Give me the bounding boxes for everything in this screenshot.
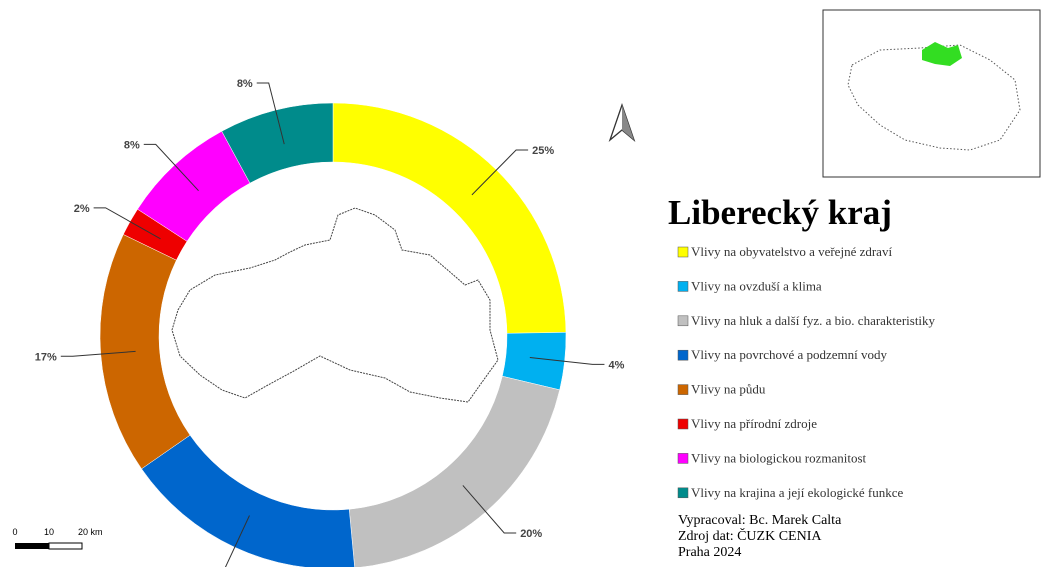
donut-segment: [99, 234, 191, 470]
legend-swatch: [677, 246, 689, 258]
inset-frame: [822, 9, 1041, 178]
region-outline: [171, 207, 499, 403]
data-label: 4%: [608, 359, 624, 371]
donut-segment: [348, 375, 560, 567]
credit: Praha 2024: [678, 545, 741, 560]
legend: Vlivy na obyvatelstvo a veřejné zdraví Vl…: [677, 244, 936, 500]
scale-bar: [48, 542, 83, 550]
leader-line: [529, 357, 605, 365]
legend-label: Vlivy na biologickou rozmanitost: [691, 450, 867, 465]
donut-chart: 25%4%20%17%17%2%8%8%: [35, 78, 625, 567]
scale-bar: [15, 543, 49, 549]
legend-swatch: [677, 418, 689, 430]
data-label: 17%: [35, 351, 57, 363]
legend-swatch: [677, 349, 689, 361]
legend-swatch: [677, 315, 689, 327]
donut-segment: [332, 102, 567, 334]
scale-label: 0: [12, 527, 17, 537]
scale-label: 20 km: [78, 527, 103, 537]
north-arrow-fill: [622, 105, 634, 140]
leader-line: [60, 350, 136, 357]
credit: Zdroj dat: ČUZK CENIA: [678, 527, 822, 544]
legend-label: Vlivy na hluk a další fyz. a bio. charak…: [691, 313, 936, 328]
legend-label: Vlivy na krajina a její ekologické funkc…: [691, 485, 903, 500]
legend-swatch: [677, 487, 689, 499]
scale-label: 10: [44, 527, 54, 537]
legend-swatch: [677, 281, 689, 292]
leader-line: [143, 143, 199, 191]
legend-label: Vlivy na ovzduší a klima: [691, 278, 822, 293]
title: Liberecký kraj: [668, 193, 892, 232]
legend-label: Vlivy na obyvatelstvo a veřejné zdraví: [691, 244, 892, 259]
donut-segment: [141, 434, 355, 567]
data-label: 20%: [520, 528, 542, 540]
leader-line: [471, 149, 529, 196]
leader-line: [462, 485, 517, 534]
legend-label: Vlivy na přírodní zdroje: [691, 416, 817, 431]
data-label: 8%: [237, 78, 253, 90]
leader-line: [256, 82, 285, 145]
data-label: 8%: [124, 139, 140, 151]
credit: Vypracoval: Bc. Marek Calta: [678, 513, 842, 528]
data-label: 25%: [532, 145, 554, 157]
legend-label: Vlivy na půdu: [691, 382, 766, 397]
leader-line: [93, 207, 161, 240]
donut-segment: [221, 102, 334, 184]
legend-swatch: [677, 453, 689, 464]
data-label: 2%: [74, 203, 90, 215]
legend-label: Vlivy na povrchové a podzemní vody: [691, 347, 888, 362]
legend-swatch: [677, 384, 689, 395]
leader-line: [224, 515, 250, 567]
inset-region: [922, 42, 962, 66]
